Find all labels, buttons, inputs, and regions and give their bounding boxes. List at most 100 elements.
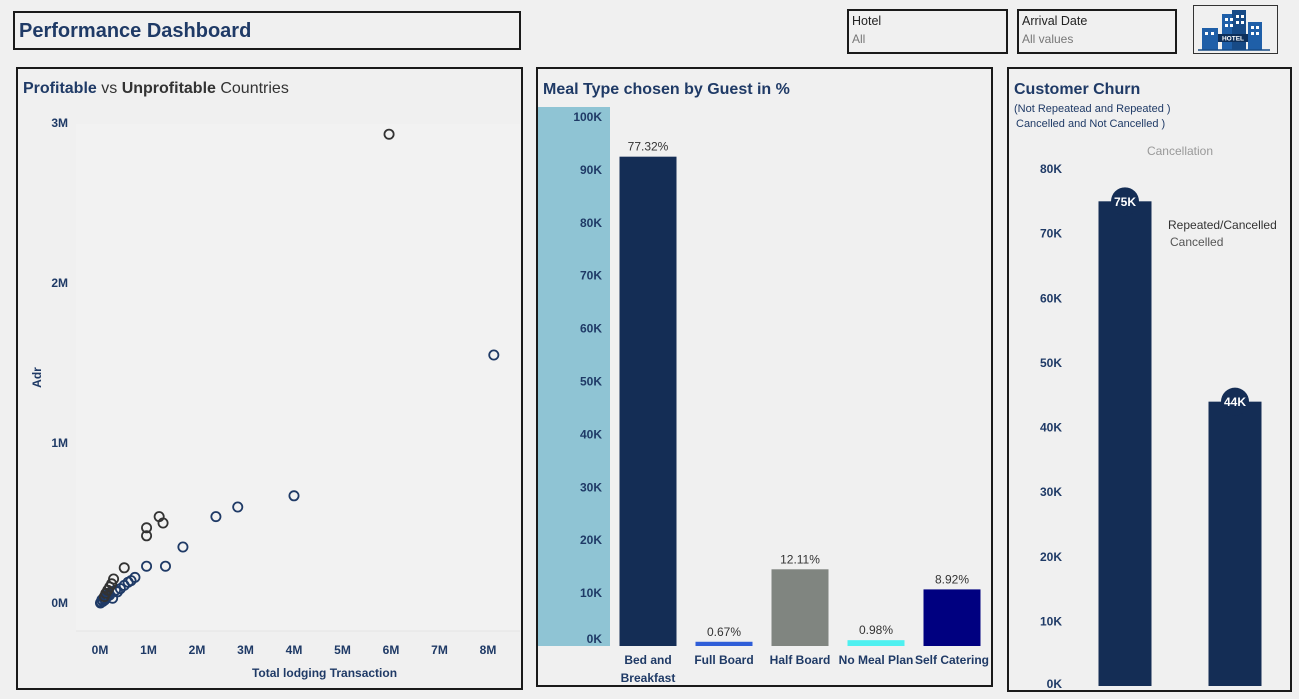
churn-bar-label-bubble bbox=[1221, 387, 1249, 416]
scatter-x-tick-label: 7M bbox=[431, 643, 448, 657]
hotel-logo: HOTEL bbox=[1193, 5, 1278, 54]
hotel-building-icon: HOTEL bbox=[1198, 10, 1270, 51]
scatter-title: Profitable vs Unprofitable Countries bbox=[23, 80, 289, 98]
churn-bar-label-bubble bbox=[1111, 187, 1139, 216]
meal-bar-data-label: 12.11% bbox=[780, 552, 820, 566]
scatter-point bbox=[141, 530, 153, 542]
scatter-x-axis-title: Total lodging Transaction bbox=[252, 666, 397, 680]
churn-y-tick-label: 70K bbox=[1040, 227, 1062, 241]
page-title: Performance Dashboard bbox=[19, 20, 252, 42]
churn-bar-data-label: 75K bbox=[1114, 195, 1136, 209]
meal-category-label: Breakfast bbox=[621, 671, 676, 685]
scatter-x-tick-label: 0M bbox=[92, 643, 109, 657]
scatter-x-tick-label: 1M bbox=[140, 643, 157, 657]
scatter-chart: 0M 1M 2M 3M 0M 1M 2M 3M 4M 5M 6M 7M 8M Total lodging … bbox=[30, 116, 520, 680]
meal-title: Meal Type chosen by Guest in % bbox=[543, 81, 790, 98]
scatter-point bbox=[210, 511, 222, 523]
scatter-point bbox=[118, 562, 130, 574]
meal-bar-data-label: 0.67% bbox=[707, 625, 741, 639]
scatter-y-tick-label: 3M bbox=[51, 116, 68, 130]
churn-title: Customer Churn bbox=[1014, 81, 1141, 98]
meal-bar-data-label: 0.98% bbox=[859, 623, 893, 637]
scatter-x-tick-label: 8M bbox=[480, 643, 497, 657]
scatter-point bbox=[141, 522, 153, 534]
meal-bar-data-label: 77.32% bbox=[628, 140, 669, 154]
meal-y-tick-label: 30K bbox=[580, 480, 602, 494]
churn-annotation-line-2: Cancelled bbox=[1170, 235, 1223, 249]
meal-bar bbox=[923, 589, 981, 646]
scatter-point bbox=[177, 541, 189, 553]
profitable-countries-panel: Profitable vs Unprofitable Countries 0M 1… bbox=[16, 67, 523, 690]
dashboard-title-box: Performance Dashboard bbox=[13, 11, 521, 50]
meal-category-label: No Meal Plan bbox=[839, 653, 914, 667]
churn-y-tick-label: 80K bbox=[1040, 162, 1062, 176]
scatter-y-tick-label: 1M bbox=[51, 436, 68, 450]
scatter-title-part-3: Unprofitable bbox=[121, 80, 216, 97]
meal-category-label: Half Board bbox=[770, 653, 831, 667]
churn-legend-title: Cancellation bbox=[1147, 144, 1213, 158]
hotel-filter-label: Hotel bbox=[852, 14, 882, 28]
scatter-point bbox=[383, 128, 395, 140]
customer-churn-panel: Customer Churn (Not Repeatead and Repeat… bbox=[1007, 67, 1292, 692]
meal-type-chart: 0K 10K 20K 30K 40K 50K 60K 70K 80K 90K 100K 77.32% B… bbox=[538, 107, 989, 685]
churn-y-tick-label: 20K bbox=[1040, 550, 1062, 564]
hotel-filter-value[interactable]: All bbox=[852, 32, 866, 46]
scatter-plot-area bbox=[76, 124, 520, 631]
scatter-point bbox=[114, 583, 126, 595]
scatter-point bbox=[159, 560, 171, 572]
churn-annotation-line-1: Repeated/Cancelled bbox=[1168, 218, 1277, 232]
scatter-title-part-4: Countries bbox=[215, 80, 289, 97]
churn-bar bbox=[1098, 201, 1152, 686]
meal-y-tick-label: 20K bbox=[580, 533, 602, 547]
scatter-x-tick-label: 2M bbox=[189, 643, 206, 657]
churn-y-tick-label: 30K bbox=[1040, 485, 1062, 499]
scatter-title-part-2: vs bbox=[96, 80, 122, 97]
scatter-point bbox=[157, 517, 169, 529]
meal-category-label: Bed and bbox=[624, 653, 671, 667]
scatter-x-tick-label: 6M bbox=[383, 643, 400, 657]
meal-y-tick-label: 60K bbox=[580, 322, 602, 336]
churn-y-tick-label: 40K bbox=[1040, 421, 1062, 435]
scatter-point bbox=[288, 490, 300, 502]
meal-y-tick-label: 40K bbox=[580, 427, 602, 441]
churn-y-tick-label: 0K bbox=[1047, 677, 1063, 690]
meal-y-tick-label: 0K bbox=[587, 632, 603, 646]
logo-text: HOTEL bbox=[1222, 36, 1244, 43]
meal-category-label: Self Catering bbox=[915, 653, 989, 667]
churn-y-tick-label: 60K bbox=[1040, 291, 1062, 305]
churn-subtitle-line-1: (Not Repeatead and Repeated ) bbox=[1014, 103, 1171, 115]
scatter-x-tick-label: 3M bbox=[237, 643, 254, 657]
meal-category-label: Full Board bbox=[694, 653, 753, 667]
meal-y-tick-label: 50K bbox=[580, 375, 602, 389]
scatter-y-tick-label: 2M bbox=[51, 276, 68, 290]
churn-bar bbox=[1208, 401, 1262, 686]
meal-y-tick-label: 70K bbox=[580, 269, 602, 283]
scatter-x-tick-label: 4M bbox=[286, 643, 303, 657]
meal-bar bbox=[771, 569, 829, 646]
churn-subtitle-line-2: Cancelled and Not Cancelled ) bbox=[1016, 118, 1166, 130]
meal-y-axis-band bbox=[538, 107, 610, 646]
scatter-point bbox=[232, 501, 244, 513]
churn-y-tick-label: 50K bbox=[1040, 356, 1062, 370]
scatter-point bbox=[141, 560, 153, 572]
churn-y-tick-label: 10K bbox=[1040, 614, 1062, 628]
scatter-y-axis-title: Adr bbox=[30, 367, 44, 388]
arrival-date-filter[interactable]: Arrival Date All values bbox=[1017, 9, 1177, 54]
meal-y-tick-label: 90K bbox=[580, 163, 602, 177]
meal-y-tick-label: 100K bbox=[573, 110, 602, 124]
scatter-point bbox=[98, 591, 110, 603]
meal-y-tick-label: 80K bbox=[580, 216, 602, 230]
scatter-point bbox=[488, 349, 500, 361]
churn-bar-data-label: 44K bbox=[1224, 395, 1246, 409]
arrival-date-filter-label: Arrival Date bbox=[1022, 14, 1088, 28]
meal-type-panel: Meal Type chosen by Guest in % 0K 10K 20K 3… bbox=[536, 67, 993, 687]
meal-bar-data-label: 8.92% bbox=[935, 572, 969, 586]
meal-bar bbox=[695, 641, 753, 646]
meal-bar bbox=[847, 640, 905, 646]
hotel-filter[interactable]: Hotel All bbox=[847, 9, 1008, 54]
scatter-x-tick-label: 5M bbox=[334, 643, 351, 657]
meal-bar bbox=[619, 156, 677, 647]
scatter-title-part-1: Profitable bbox=[23, 80, 97, 97]
scatter-y-tick-label: 0M bbox=[51, 596, 68, 610]
arrival-date-filter-value[interactable]: All values bbox=[1022, 32, 1074, 46]
